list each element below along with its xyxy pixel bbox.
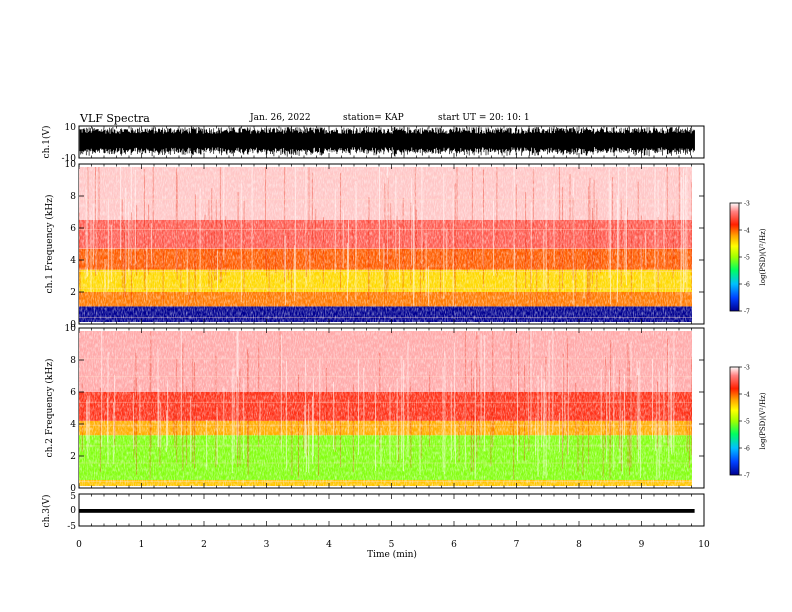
ytick-label-2: 2 (70, 288, 76, 298)
ch1-colorbar-scale (729, 202, 740, 312)
ytick-label-2: 2 (70, 452, 76, 462)
colorbar-tick-label--7: -7 (744, 309, 750, 316)
xtick-label-6: 6 (451, 540, 457, 550)
ytick-label-6: 6 (70, 224, 76, 234)
xtick-label-10: 10 (698, 540, 710, 550)
ch1-spectrogram-image (79, 167, 692, 322)
ch1-waveform-trace (79, 127, 695, 157)
ch2-spectrogram-image (79, 331, 692, 486)
figure-title: VLF Spectra (80, 112, 150, 125)
start-time-label: start UT = 20: 10: 1 (438, 113, 530, 123)
ch3-ytick-top: 5 (70, 492, 76, 502)
ytick-label-8: 8 (70, 192, 76, 202)
xtick-marks (78, 126, 705, 158)
date-label: Jan. 26, 2022 (250, 113, 311, 123)
ch2-colorbar-scale (729, 366, 740, 476)
colorbar-tick-label--5: -5 (744, 255, 750, 262)
station-label: station= KAP (343, 113, 404, 123)
xtick-label-2: 2 (201, 540, 207, 550)
ytick-label-4: 4 (70, 420, 76, 430)
ch3-waveform-trace (79, 509, 695, 513)
ytick-label-8: 8 (70, 356, 76, 366)
ch1-spectrogram-ylabel: ch.1 Frequency (kHz) (44, 195, 55, 294)
colorbar-tick-label--5: -5 (744, 419, 750, 426)
ch1-ylabel: ch.1(V) (41, 126, 52, 159)
xtick-marks (78, 494, 705, 526)
ch2-spectrogram-panel: 0 2 4 6 8 10 ch.2 Frequency (kHz) (44, 324, 705, 494)
xtick-label-9: 9 (639, 540, 645, 550)
x-axis-label: Time (min) (367, 549, 417, 560)
colorbar-tick-label--4: -4 (744, 228, 750, 235)
xtick-label-4: 4 (326, 540, 332, 550)
spectral-lines (79, 358, 692, 482)
xtick-label-3: 3 (264, 540, 270, 550)
ch1-waveform-panel: 10 -10 ch.1(V) (41, 123, 705, 164)
ch3-waveform-panel: 5 0 -5 ch.3(V) 0 1 2 3 4 5 6 7 8 9 10 Time (min) (41, 492, 710, 560)
spectral-texture (79, 167, 692, 322)
colorbar-tick-label--4: -4 (744, 392, 750, 399)
ch1-ytick-bottom: -10 (62, 154, 77, 164)
ch1-spectrogram-panel: 0 2 4 6 8 10 ch.1 Frequency (kHz) (44, 160, 705, 330)
ch1-colorbar: -3 -4 -5 -6 -7 log(PSD)(V²/Hz) (729, 201, 767, 316)
xtick-marks (78, 328, 705, 488)
spectral-lines (79, 175, 692, 318)
xtick-label-0: 0 (76, 540, 82, 550)
ytick-label-4: 4 (70, 256, 76, 266)
ytick-label-10: 10 (65, 324, 77, 334)
colorbar-tick-label--7: -7 (744, 473, 750, 480)
ch1-waveform-path (79, 127, 695, 157)
ch3-ylabel: ch.3(V) (41, 495, 52, 528)
ytick-label-10: 10 (65, 160, 77, 170)
xtick-label-7: 7 (514, 540, 520, 550)
colorbar-tick-label--3: -3 (744, 365, 750, 372)
ch3-ytick-mid: 0 (70, 506, 76, 516)
xtick-label-1: 1 (139, 540, 145, 550)
ch1-colorbar-label: log(PSD)(V²/Hz) (759, 228, 767, 285)
ytick-label-6: 6 (70, 388, 76, 398)
colorbar-tick-label--6: -6 (744, 446, 750, 453)
xtick-label-5: 5 (389, 540, 395, 550)
ch2-colorbar: -3 -4 -5 -6 -7 log(PSD)(V²/Hz) (729, 365, 767, 480)
xtick-label-8: 8 (576, 540, 582, 550)
ch1-ytick-top: 10 (65, 123, 77, 133)
ch2-colorbar-label: log(PSD)(V²/Hz) (759, 392, 767, 449)
ch3-ytick-bottom: -5 (67, 522, 76, 532)
ytick-label-0: 0 (70, 484, 76, 494)
colorbar-tick-label--6: -6 (744, 282, 750, 289)
spectral-texture (79, 331, 692, 486)
ytick-label-0: 0 (70, 320, 76, 330)
xtick-marks (78, 164, 705, 324)
colorbar-tick-label--3: -3 (744, 201, 750, 208)
ch2-spectrogram-ylabel: ch.2 Frequency (kHz) (44, 359, 55, 458)
